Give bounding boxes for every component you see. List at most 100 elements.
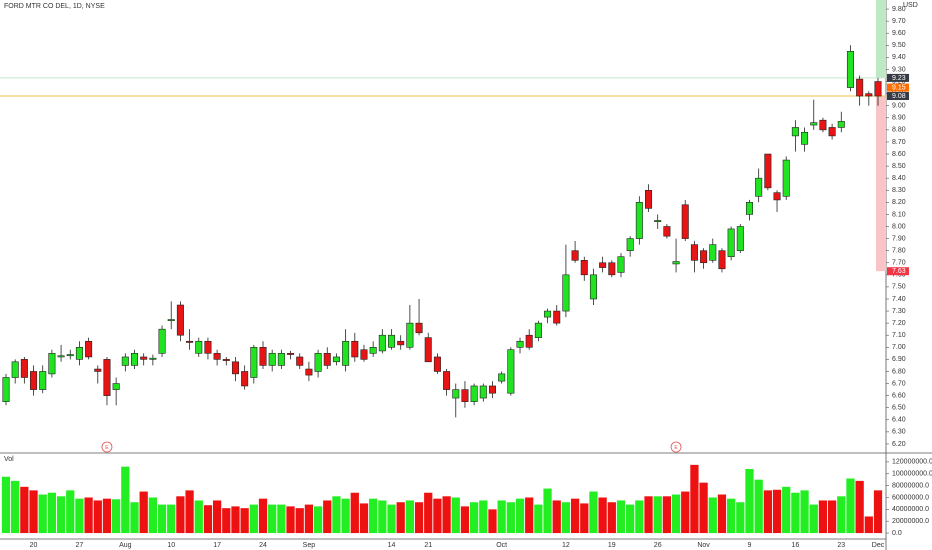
y-tick-label: 7.50 <box>892 284 906 291</box>
volume-bar <box>745 469 754 534</box>
candle-body <box>846 51 854 88</box>
x-tick-label: 26 <box>654 542 662 549</box>
candle-body <box>801 131 809 145</box>
candle-body <box>213 353 221 360</box>
candle-body <box>85 340 93 358</box>
candle-body <box>617 256 625 273</box>
y-tick-label: 7.30 <box>892 308 906 315</box>
candle-body <box>681 204 689 239</box>
y-tick-label: 6.90 <box>892 356 906 363</box>
volume-bar <box>112 499 121 534</box>
volume-bar <box>11 480 20 534</box>
candle-body <box>589 274 597 300</box>
candle-body <box>351 340 359 358</box>
volume-bar <box>130 502 139 534</box>
volume-bar <box>763 490 772 534</box>
volume-bar <box>203 505 213 534</box>
volume-bar <box>534 504 543 534</box>
volume-bar <box>29 490 38 534</box>
volume-bar <box>515 498 525 534</box>
y-tick-label: 9.30 <box>892 66 906 73</box>
y-tick-label: 9.70 <box>892 18 906 25</box>
candle-body <box>663 226 671 237</box>
volume-bar <box>56 496 66 534</box>
price-tag <box>887 83 909 92</box>
candle-body <box>259 346 267 366</box>
x-tick-label: 20 <box>30 542 38 549</box>
volume-bar <box>194 500 203 534</box>
candle-body <box>149 357 157 360</box>
volume-bar <box>690 464 699 534</box>
volume-bar <box>681 491 690 534</box>
volume-bar <box>359 503 369 534</box>
volume-bar <box>598 497 607 534</box>
y-tick-label: 7.00 <box>892 344 906 351</box>
candle-body <box>479 385 487 399</box>
volume-bar <box>222 508 231 534</box>
candle-body <box>176 304 184 336</box>
candle-body <box>498 373 506 382</box>
candle-body <box>507 349 515 394</box>
volume-bar <box>479 500 488 534</box>
x-tick-label: Sep <box>303 542 316 549</box>
y-tick-label: 7.80 <box>892 248 906 255</box>
price-tag-label: 9.15 <box>892 84 906 91</box>
y-tick-label: 6.20 <box>892 441 906 448</box>
candle-body <box>204 340 212 354</box>
candle-body <box>30 371 38 390</box>
volume-bar <box>451 497 460 534</box>
volume-bar <box>818 500 828 534</box>
y-tick-label: 8.00 <box>892 223 906 230</box>
candle-body <box>231 361 239 375</box>
volume-bar <box>212 500 222 534</box>
volume-bar <box>497 500 506 534</box>
candle-body <box>727 228 735 258</box>
volume-bar <box>277 504 286 534</box>
candle-body <box>94 368 102 372</box>
profit-zone <box>876 0 886 78</box>
earnings-marker <box>101 441 113 453</box>
x-tick-label: 16 <box>791 542 799 549</box>
y-tick-label: 9.40 <box>892 54 906 61</box>
y-tick-label: 8.50 <box>892 163 906 170</box>
volume-bar <box>708 497 717 534</box>
x-tick-label: 19 <box>608 542 616 549</box>
volume-bar <box>369 498 378 534</box>
volume-bar <box>662 496 672 534</box>
candle-body <box>66 354 74 357</box>
candle-body <box>865 93 873 97</box>
y-tick-label: 8.20 <box>892 199 906 206</box>
candle-body <box>130 353 139 366</box>
y-tick-label: 9.80 <box>892 6 906 13</box>
y-tick-label: 8.10 <box>892 211 906 218</box>
candle-body <box>819 119 827 131</box>
volume-bar <box>644 496 653 534</box>
price-tag-label: 9.08 <box>892 93 906 100</box>
candle-body <box>580 260 588 276</box>
x-tick-label: Oct <box>496 542 507 549</box>
volume-bar <box>313 506 323 534</box>
candle-body <box>810 122 818 126</box>
candle-body <box>388 334 396 348</box>
price-tag <box>887 267 909 276</box>
candle-body <box>764 153 772 189</box>
volume-bar <box>616 500 626 534</box>
y-tick-label: 7.20 <box>892 320 906 327</box>
y-tick-label: 9.50 <box>892 42 906 49</box>
candle-body <box>397 340 405 346</box>
candle-body <box>599 262 607 268</box>
earnings-label: E <box>674 445 678 451</box>
y2-tick-label: 40000000.0 <box>892 506 929 513</box>
volume-bar <box>827 500 837 534</box>
volume-bar <box>350 492 359 534</box>
price-tag-label: 9.23 <box>892 75 906 82</box>
volume-bar <box>460 506 470 534</box>
volume-bar <box>543 488 552 534</box>
candle-body <box>378 334 386 352</box>
candle-body <box>690 244 698 261</box>
y-tick-label: 7.90 <box>892 235 906 242</box>
volume-bar <box>800 490 809 534</box>
volume-bar <box>561 502 571 534</box>
volume-bar <box>157 504 167 534</box>
candle-body <box>277 353 285 366</box>
